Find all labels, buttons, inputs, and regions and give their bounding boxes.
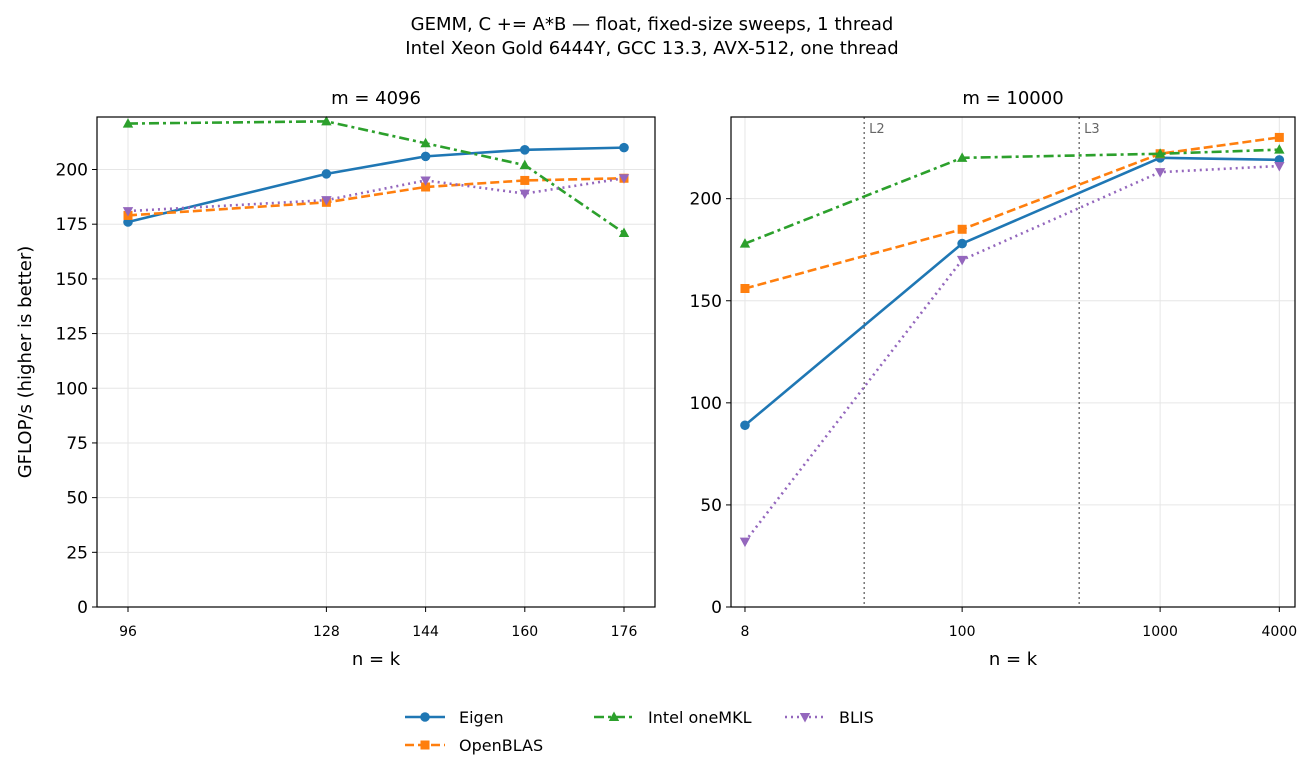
data-point-intel-onemkl bbox=[420, 137, 431, 148]
series-line-eigen bbox=[127, 146, 625, 224]
y-tick-label: 50 bbox=[66, 489, 88, 509]
data-point-blis bbox=[122, 207, 134, 217]
x-tick-label: 4000 bbox=[1262, 624, 1298, 640]
data-point-openblas bbox=[740, 284, 750, 293]
cache-label-l2: L2 bbox=[869, 122, 885, 137]
y-tick-label: 0 bbox=[77, 598, 88, 618]
x-tick-label: 100 bbox=[949, 624, 976, 640]
x-axis-label: n = k bbox=[989, 649, 1038, 670]
data-point-openblas bbox=[1274, 132, 1284, 142]
legend-marker-blis bbox=[799, 713, 811, 723]
y-tick-label: 25 bbox=[66, 543, 88, 563]
y-tick-label: 0 bbox=[711, 598, 722, 618]
data-point-blis bbox=[739, 537, 751, 548]
chart-legend: Eigen OpenBLAS Intel oneMKL BLIS bbox=[405, 708, 874, 755]
legend-marker-intel-onemkl bbox=[608, 711, 620, 721]
data-point-eigen bbox=[520, 145, 530, 155]
figure-title-line1: GEMM, C += A*B — float, fixed-size sweep… bbox=[411, 14, 894, 35]
data-point-intel-onemkl bbox=[1274, 144, 1285, 154]
series-line-intel-onemkl bbox=[744, 148, 1280, 245]
data-point-openblas bbox=[957, 224, 967, 234]
y-tick-label: 125 bbox=[56, 325, 88, 345]
series-line-blis bbox=[127, 176, 625, 213]
chart-panel-m10000: L2 L3 0 50 100 150 200 8 100 1000 4000 m = 10000 n =… bbox=[690, 88, 1298, 670]
data-point-blis bbox=[519, 189, 530, 200]
data-point-eigen bbox=[619, 142, 629, 153]
data-point-blis bbox=[1154, 168, 1166, 178]
x-axis-label: n = k bbox=[352, 649, 401, 670]
legend-label-blis: BLIS bbox=[839, 708, 874, 727]
data-point-blis bbox=[420, 176, 431, 186]
plot-frame bbox=[96, 116, 656, 608]
x-tick-label: 160 bbox=[511, 624, 538, 640]
x-tick-label: 128 bbox=[313, 624, 340, 640]
y-tick-label: 150 bbox=[56, 270, 88, 290]
y-tick-label: 200 bbox=[690, 190, 722, 210]
chart-panel-m4096: 0 25 50 75 100 125 150 175 200 96 128 144 160 176 m = … bbox=[15, 88, 656, 670]
data-point-intel-onemkl bbox=[122, 118, 134, 128]
data-point-eigen bbox=[420, 151, 431, 162]
y-tick-label: 100 bbox=[690, 394, 722, 414]
data-point-eigen bbox=[740, 420, 750, 431]
data-point-eigen bbox=[957, 238, 967, 249]
legend-marker-eigen bbox=[420, 712, 430, 722]
series-line-blis bbox=[743, 164, 1280, 543]
series-line-eigen bbox=[744, 156, 1280, 427]
data-point-intel-onemkl bbox=[519, 159, 530, 170]
legend-label-intel-onemkl: Intel oneMKL bbox=[648, 708, 752, 727]
y-tick-label: 100 bbox=[56, 379, 88, 399]
x-tick-label: 96 bbox=[119, 624, 137, 640]
data-point-intel-onemkl bbox=[739, 238, 751, 248]
series-line-intel-onemkl bbox=[127, 120, 625, 235]
y-axis-label: GFLOP/s (higher is better) bbox=[15, 246, 36, 479]
y-tick-label: 75 bbox=[66, 434, 88, 454]
legend-label-openblas: OpenBLAS bbox=[459, 736, 543, 755]
y-tick-label: 175 bbox=[56, 215, 88, 235]
series-line-openblas bbox=[744, 136, 1280, 290]
y-tick-label: 50 bbox=[700, 496, 722, 516]
legend-label-eigen: Eigen bbox=[459, 708, 504, 727]
panel-title: m = 10000 bbox=[962, 88, 1063, 109]
legend-marker-openblas bbox=[420, 740, 430, 750]
data-point-openblas bbox=[421, 182, 431, 192]
data-point-intel-onemkl bbox=[956, 152, 968, 162]
x-tick-label: 1000 bbox=[1142, 624, 1178, 640]
panel-title: m = 4096 bbox=[331, 88, 421, 109]
cache-label-l3: L3 bbox=[1084, 122, 1100, 137]
x-tick-label: 176 bbox=[611, 624, 638, 640]
data-point-blis bbox=[618, 174, 630, 184]
data-point-openblas bbox=[520, 175, 530, 185]
x-tick-label: 8 bbox=[741, 624, 750, 640]
figure-title-line2: Intel Xeon Gold 6444Y, GCC 13.3, AVX-512… bbox=[405, 38, 898, 59]
data-point-blis bbox=[956, 255, 968, 266]
data-point-eigen bbox=[321, 169, 332, 179]
data-point-intel-onemkl bbox=[618, 227, 630, 237]
series-line-openblas bbox=[127, 176, 625, 217]
data-point-blis bbox=[321, 196, 332, 206]
data-point-intel-onemkl bbox=[1154, 148, 1166, 158]
plot-frame bbox=[730, 116, 1296, 608]
y-tick-label: 150 bbox=[690, 292, 722, 312]
y-tick-label: 200 bbox=[56, 161, 88, 181]
x-tick-label: 144 bbox=[412, 624, 439, 640]
data-point-intel-onemkl bbox=[321, 115, 332, 126]
data-point-blis bbox=[1274, 162, 1285, 172]
